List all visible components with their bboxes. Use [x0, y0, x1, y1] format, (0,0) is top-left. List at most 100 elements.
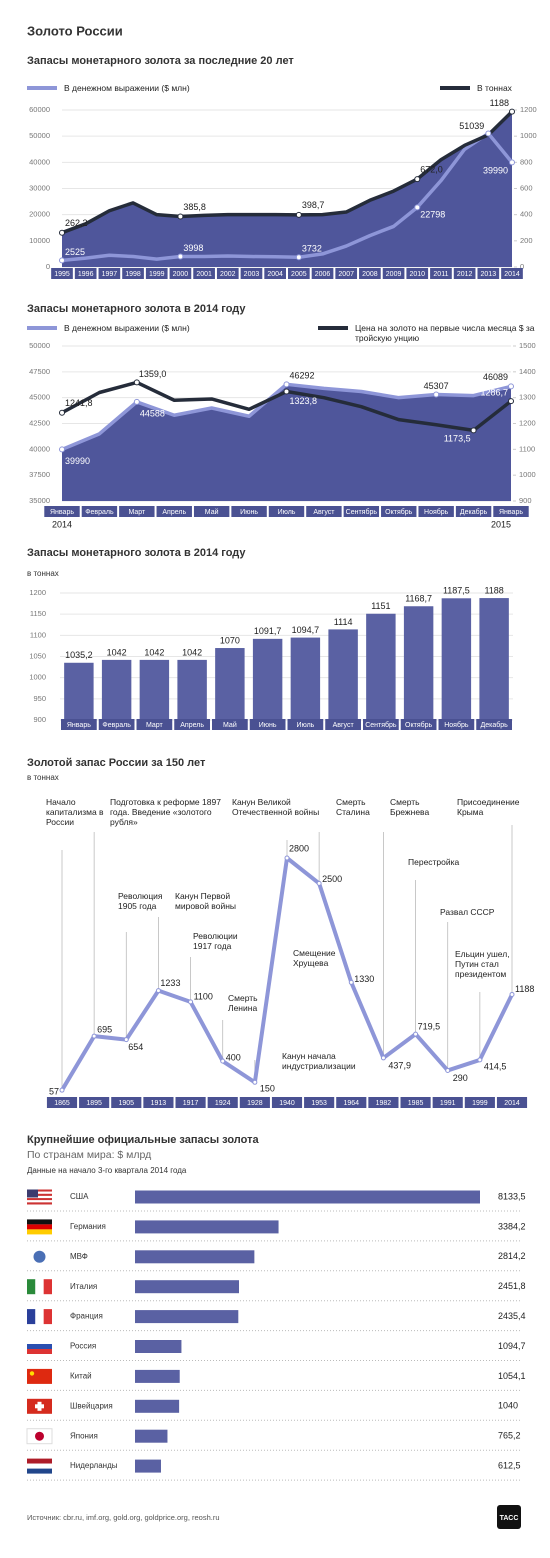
point	[509, 108, 515, 115]
bar	[135, 1190, 480, 1204]
x-tick-label: Апрель	[180, 722, 204, 729]
value-label: 57	[49, 1087, 59, 1097]
y-tick-label: 37500	[29, 470, 50, 479]
value-label: 1040	[498, 1401, 518, 1411]
flag	[43, 1309, 52, 1325]
x-tick-label: 2005	[291, 271, 307, 278]
x-tick-label: 2009	[386, 271, 402, 278]
y-tick-label: 40000	[29, 157, 50, 166]
value-label: 262,2	[65, 218, 88, 228]
bar	[290, 637, 321, 720]
category-box	[271, 1097, 303, 1108]
flag	[27, 1202, 52, 1205]
x-tick-label: Май	[223, 721, 237, 729]
category-label: Италия	[70, 1282, 97, 1291]
legend-label: В денежном выражении ($ млн)	[64, 83, 190, 93]
point	[155, 988, 161, 994]
value-label: 1042	[144, 647, 164, 657]
logo-box	[497, 1505, 521, 1529]
category-box	[325, 719, 361, 730]
category-box	[136, 719, 173, 730]
category-box	[98, 268, 121, 279]
bar	[135, 1280, 239, 1294]
y-tick-label: 20000	[29, 210, 50, 219]
category-box	[455, 506, 492, 517]
value-label: 290	[453, 1073, 468, 1083]
x-tick-label: 2008	[362, 271, 378, 278]
y2-tick-label: 1100	[519, 444, 535, 453]
category-box	[336, 1097, 367, 1108]
bar	[135, 1399, 180, 1413]
category-box	[51, 268, 73, 279]
flag	[43, 1279, 52, 1295]
point	[177, 213, 184, 220]
bar	[441, 598, 472, 720]
chart-title: Золотой запас России за 150 лет	[27, 757, 206, 769]
y2-tick-label: 800	[520, 157, 533, 166]
area	[62, 111, 512, 267]
category-box	[343, 506, 380, 517]
legend-label: В тоннах	[477, 83, 512, 93]
bar	[139, 659, 170, 720]
category-label: Германия	[70, 1222, 106, 1231]
value-label: 1241,8	[65, 398, 93, 408]
value-label: 400	[226, 1053, 241, 1063]
point	[433, 391, 440, 398]
y2-tick-label: 900	[519, 496, 532, 505]
x-tick-label: Декабрь	[460, 508, 488, 516]
category-box	[306, 506, 342, 517]
category-box	[169, 268, 192, 279]
y2-tick-label: 400	[520, 210, 533, 219]
category-box	[239, 1097, 270, 1108]
y2-tick-label: 1200	[520, 105, 537, 114]
y-tick-label: 30000	[29, 183, 50, 192]
x-tick-label: Апрель	[162, 509, 186, 516]
x-tick-label: 2000	[173, 271, 189, 278]
x-tick-label: Февраль	[85, 509, 114, 516]
bar	[135, 1220, 279, 1234]
category-box	[287, 719, 324, 730]
category-box	[430, 268, 452, 279]
y2-tick-label: 1400	[519, 367, 536, 376]
x-tick-label: 1895	[86, 1100, 102, 1107]
flag	[27, 1368, 52, 1384]
x-tick-label: Январь	[67, 722, 91, 729]
category-label: Франция	[70, 1312, 103, 1321]
bar	[135, 1340, 182, 1353]
category-box	[453, 268, 476, 279]
category-box	[432, 1097, 463, 1108]
flag	[27, 1219, 52, 1225]
y2-tick-label: 200	[520, 236, 533, 245]
point	[59, 446, 65, 453]
category-box	[311, 268, 334, 279]
flag	[27, 1229, 52, 1235]
x-tick-label: Март	[128, 509, 146, 516]
value-label: 1114	[334, 617, 353, 627]
x-tick-label: 1905	[118, 1100, 134, 1107]
x-tick-label: Август	[313, 509, 335, 516]
area	[62, 384, 511, 501]
y-tick-label: 900	[33, 715, 46, 724]
flag	[27, 1458, 52, 1464]
value-label: 1359,0	[139, 369, 167, 379]
bar	[252, 638, 283, 720]
x-tick-label: 1985	[408, 1100, 424, 1107]
x-tick-label: Октябрь	[405, 721, 432, 729]
category-box	[304, 1097, 335, 1108]
value-label: 8133,5	[498, 1191, 526, 1201]
value-label: 51039	[459, 121, 484, 131]
x-tick-label: Август	[333, 722, 355, 729]
x-tick-label: 1991	[440, 1100, 456, 1107]
category-label: США	[70, 1192, 89, 1201]
y-tick-label: 50000	[29, 341, 50, 350]
value-label: 1330	[354, 974, 374, 984]
value-label: 414,5	[484, 1061, 507, 1071]
point	[133, 379, 140, 386]
flag	[26, 1428, 53, 1445]
x-tick-label: 1982	[376, 1100, 392, 1107]
category-box	[143, 1097, 174, 1108]
category-box	[249, 719, 286, 730]
annotation: Смерть Брежнева	[390, 797, 430, 817]
bar	[135, 1429, 168, 1443]
y-tick-label: 50000	[29, 131, 50, 140]
